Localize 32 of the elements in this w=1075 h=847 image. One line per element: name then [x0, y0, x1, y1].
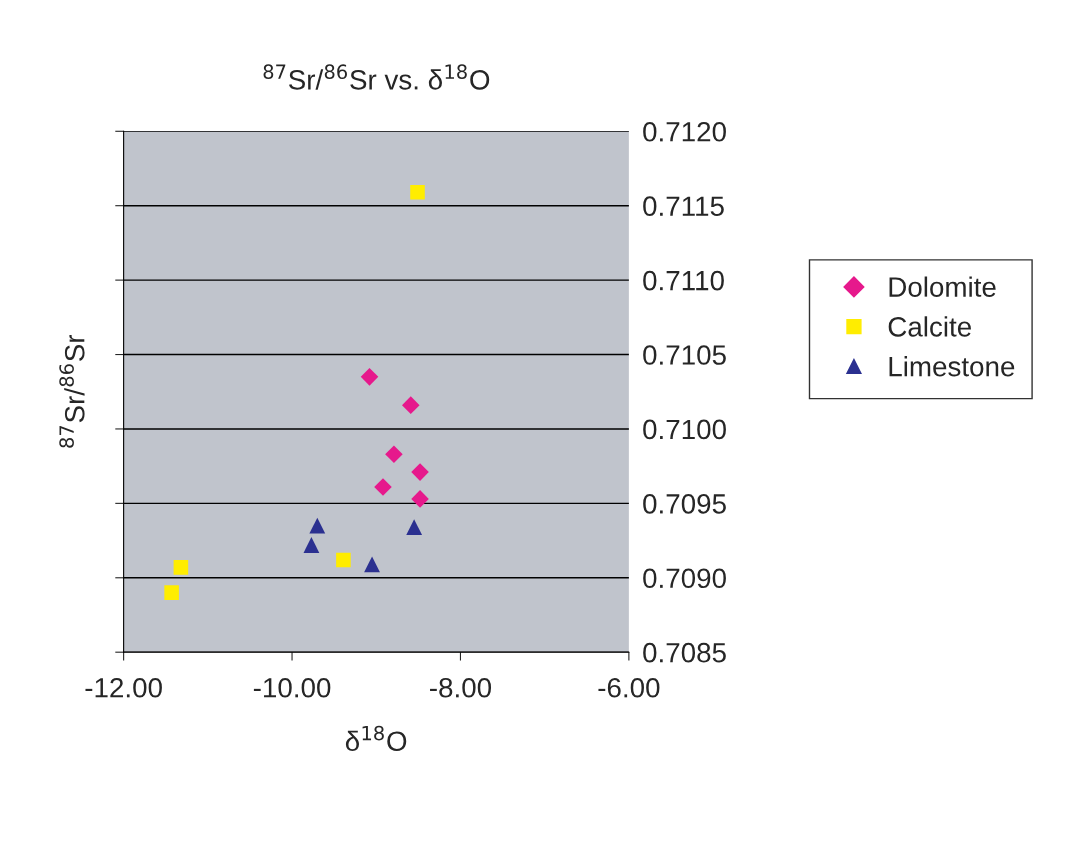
x-tick-label: -12.00	[85, 677, 162, 698]
point	[374, 478, 392, 496]
x-tick-label: -8.00	[430, 677, 492, 698]
point	[360, 368, 379, 386]
point	[406, 519, 423, 536]
point	[173, 560, 189, 575]
legend-label: Calcite	[888, 316, 971, 337]
y-axis-title: $^{87}$Sr/$^{86}$Sr	[59, 334, 85, 448]
x-axis-title: δ$^{18}$O	[345, 725, 407, 752]
point	[385, 445, 403, 464]
y-tick-label: 0.7100	[643, 419, 726, 440]
point	[411, 463, 429, 481]
y-tick-label: 0.7115	[643, 196, 724, 217]
point	[410, 185, 425, 200]
point	[336, 552, 351, 568]
x-tick-label: -10.00	[253, 677, 331, 698]
y-tick-label: 0.7110	[643, 270, 724, 291]
point	[303, 537, 320, 553]
chart-title: $^{87}$Sr/$^{86}$Sr vs. δ$^{18}$O	[263, 64, 490, 90]
point	[364, 556, 380, 573]
point	[164, 585, 179, 600]
x-tick-label: -6.00	[598, 677, 660, 698]
legend-label: Dolomite	[889, 276, 996, 297]
point	[309, 517, 326, 534]
point	[401, 396, 420, 414]
y-tick-label: 0.7085	[643, 642, 726, 663]
legend-label: Limestone	[889, 356, 1015, 377]
point	[411, 490, 429, 508]
y-tick-label: 0.7090	[643, 568, 726, 589]
y-tick-label: 0.7120	[643, 121, 726, 142]
y-tick-label: 0.7095	[643, 494, 726, 514]
y-tick-label: 0.7105	[643, 345, 726, 365]
